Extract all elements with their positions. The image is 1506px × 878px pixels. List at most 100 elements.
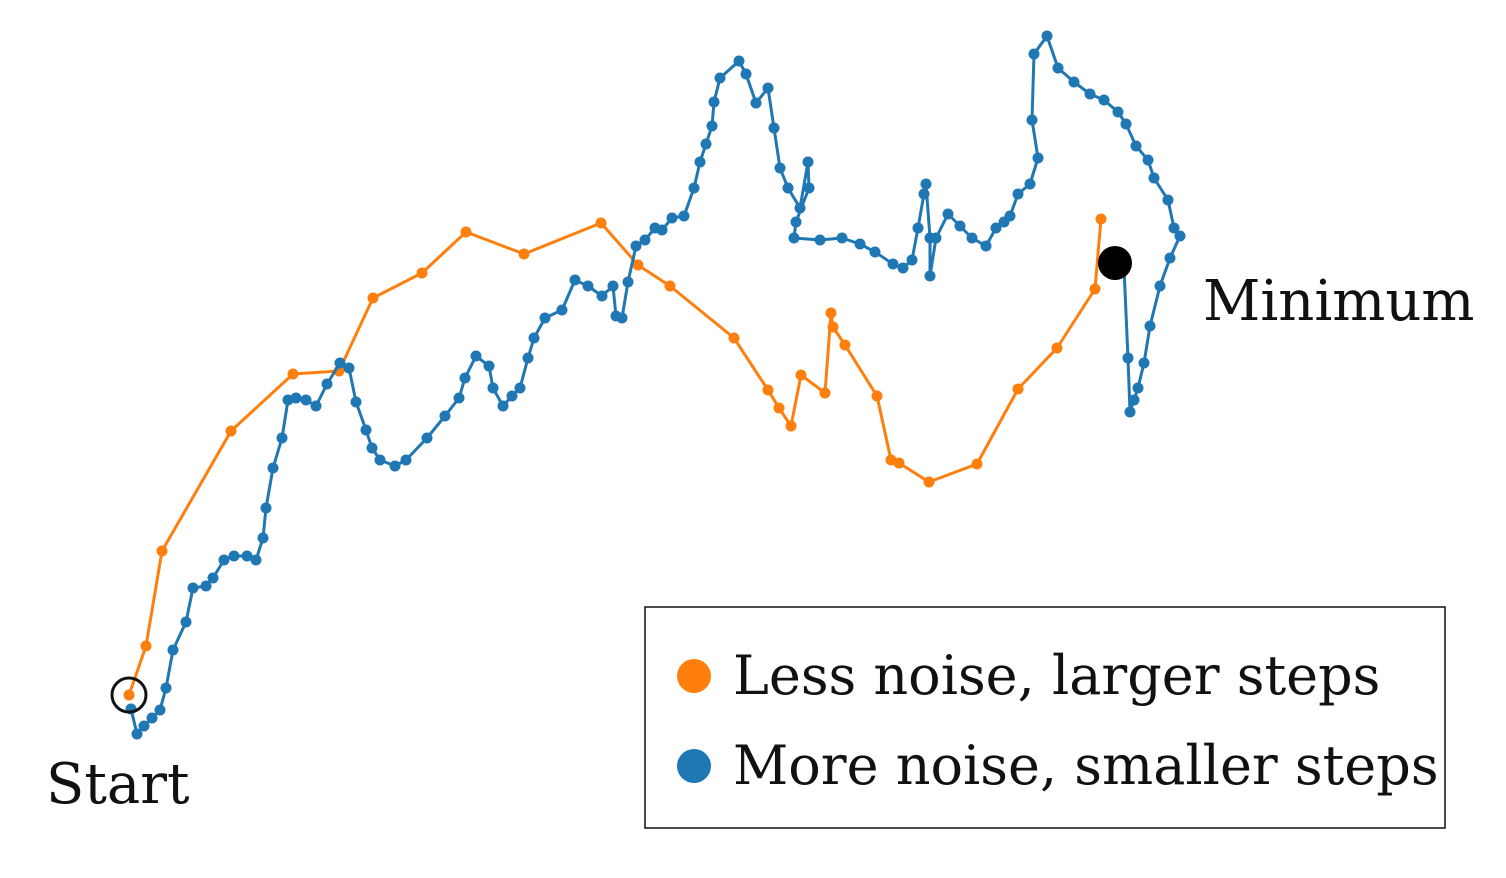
more-noise-point-108 [1120, 118, 1132, 130]
more-noise-point-25 [343, 362, 355, 374]
less-noise-point-24 [893, 457, 905, 469]
less-noise-point-9 [518, 248, 530, 260]
more-noise-point-23 [321, 378, 333, 390]
more-noise-point-67 [750, 97, 762, 109]
more-noise-point-80 [869, 246, 881, 258]
more-noise-point-63 [708, 96, 720, 108]
more-noise-point-53 [630, 240, 642, 252]
less-noise-point-18 [819, 387, 831, 399]
more-noise-point-5 [160, 682, 172, 694]
more-noise-point-69 [768, 122, 780, 134]
more-noise-point-113 [1168, 222, 1180, 234]
less-noise-point-6 [367, 292, 379, 304]
more-noise-point-20 [290, 392, 302, 404]
more-noise-point-119 [1132, 382, 1144, 394]
more-noise-point-31 [400, 454, 412, 466]
more-noise-point-96 [1004, 210, 1016, 222]
more-noise-point-4 [154, 704, 166, 716]
more-noise-point-66 [740, 68, 752, 80]
more-noise-point-27 [360, 424, 372, 436]
more-noise-point-90 [942, 208, 954, 220]
more-noise-point-79 [854, 238, 866, 250]
more-noise-point-109 [1130, 140, 1142, 152]
more-noise-point-12 [228, 550, 240, 562]
more-noise-point-101 [1028, 48, 1040, 60]
less-noise-point-8 [460, 226, 472, 238]
minimum-label: Minimum [1203, 269, 1475, 334]
more-noise-point-97 [1012, 188, 1024, 200]
more-noise-point-81 [887, 258, 899, 270]
more-noise-point-122 [1122, 352, 1134, 364]
more-noise-point-94 [990, 222, 1002, 234]
more-noise-point-44 [539, 312, 551, 324]
more-noise-point-47 [582, 280, 594, 292]
more-noise-point-102 [1041, 30, 1053, 42]
more-noise-point-49 [607, 280, 619, 292]
more-noise-point-112 [1162, 194, 1174, 206]
more-noise-point-105 [1084, 88, 1096, 100]
more-noise-point-24 [334, 357, 346, 369]
more-noise-point-15 [257, 532, 269, 544]
more-noise-point-3 [146, 712, 158, 724]
more-noise-point-115 [1164, 252, 1176, 264]
more-noise-point-75 [790, 216, 802, 228]
more-noise-point-64 [714, 72, 726, 84]
less-noise-point-11 [632, 259, 644, 271]
more-noise-point-18 [276, 432, 288, 444]
more-noise-point-37 [483, 360, 495, 372]
more-noise-point-65 [733, 55, 745, 67]
more-noise-point-88 [924, 270, 936, 282]
less-noise-point-19 [825, 307, 837, 319]
more-noise-point-39 [497, 400, 509, 412]
more-noise-point-110 [1142, 154, 1154, 166]
less-noise-point-30 [1095, 213, 1107, 225]
more-noise-point-57 [666, 212, 678, 224]
more-noise-point-91 [954, 220, 966, 232]
legend-label-more-noise: More noise, smaller steps [733, 734, 1439, 797]
more-noise-point-8 [187, 582, 199, 594]
more-noise-point-61 [700, 138, 712, 150]
more-noise-point-84 [912, 222, 924, 234]
less-noise-point-26 [971, 458, 983, 470]
series-less-noise-points-group [123, 213, 1107, 701]
less-noise-point-14 [762, 384, 774, 396]
more-noise-point-77 [814, 234, 826, 246]
more-noise-point-22 [310, 400, 322, 412]
more-noise-point-111 [1148, 172, 1160, 184]
more-noise-point-54 [639, 234, 651, 246]
more-noise-point-89 [930, 232, 942, 244]
more-noise-point-32 [421, 432, 433, 444]
more-noise-point-29 [374, 454, 386, 466]
more-noise-point-56 [656, 224, 668, 236]
less-noise-point-7 [416, 267, 428, 279]
more-noise-point-2 [138, 720, 150, 732]
less-noise-point-28 [1051, 342, 1063, 354]
more-noise-point-38 [487, 382, 499, 394]
less-noise-point-3 [225, 425, 237, 437]
more-noise-point-107 [1112, 106, 1124, 118]
more-noise-point-98 [1024, 178, 1036, 190]
more-noise-point-33 [439, 410, 451, 422]
legend: Less noise, larger steps More noise, sma… [644, 606, 1446, 829]
more-noise-point-36 [470, 350, 482, 362]
start-marker [110, 676, 148, 714]
more-noise-point-13 [241, 550, 253, 562]
less-noise-point-10 [595, 217, 607, 229]
minimum-marker [1098, 246, 1132, 280]
more-noise-point-114 [1174, 230, 1186, 242]
more-noise-point-35 [459, 372, 471, 384]
more-noise-point-45 [556, 304, 568, 316]
more-noise-point-6 [167, 644, 179, 656]
more-noise-point-116 [1154, 280, 1166, 292]
more-noise-point-11 [218, 554, 230, 566]
more-noise-point-85 [918, 188, 930, 200]
more-noise-point-34 [453, 392, 465, 404]
less-noise-point-13 [728, 332, 740, 344]
more-noise-point-43 [528, 332, 540, 344]
more-noise-point-76 [788, 232, 800, 244]
more-noise-point-82 [897, 262, 909, 274]
more-noise-point-26 [350, 396, 362, 408]
more-noise-point-51 [616, 312, 628, 324]
more-noise-point-16 [260, 502, 272, 514]
more-noise-point-92 [966, 232, 978, 244]
